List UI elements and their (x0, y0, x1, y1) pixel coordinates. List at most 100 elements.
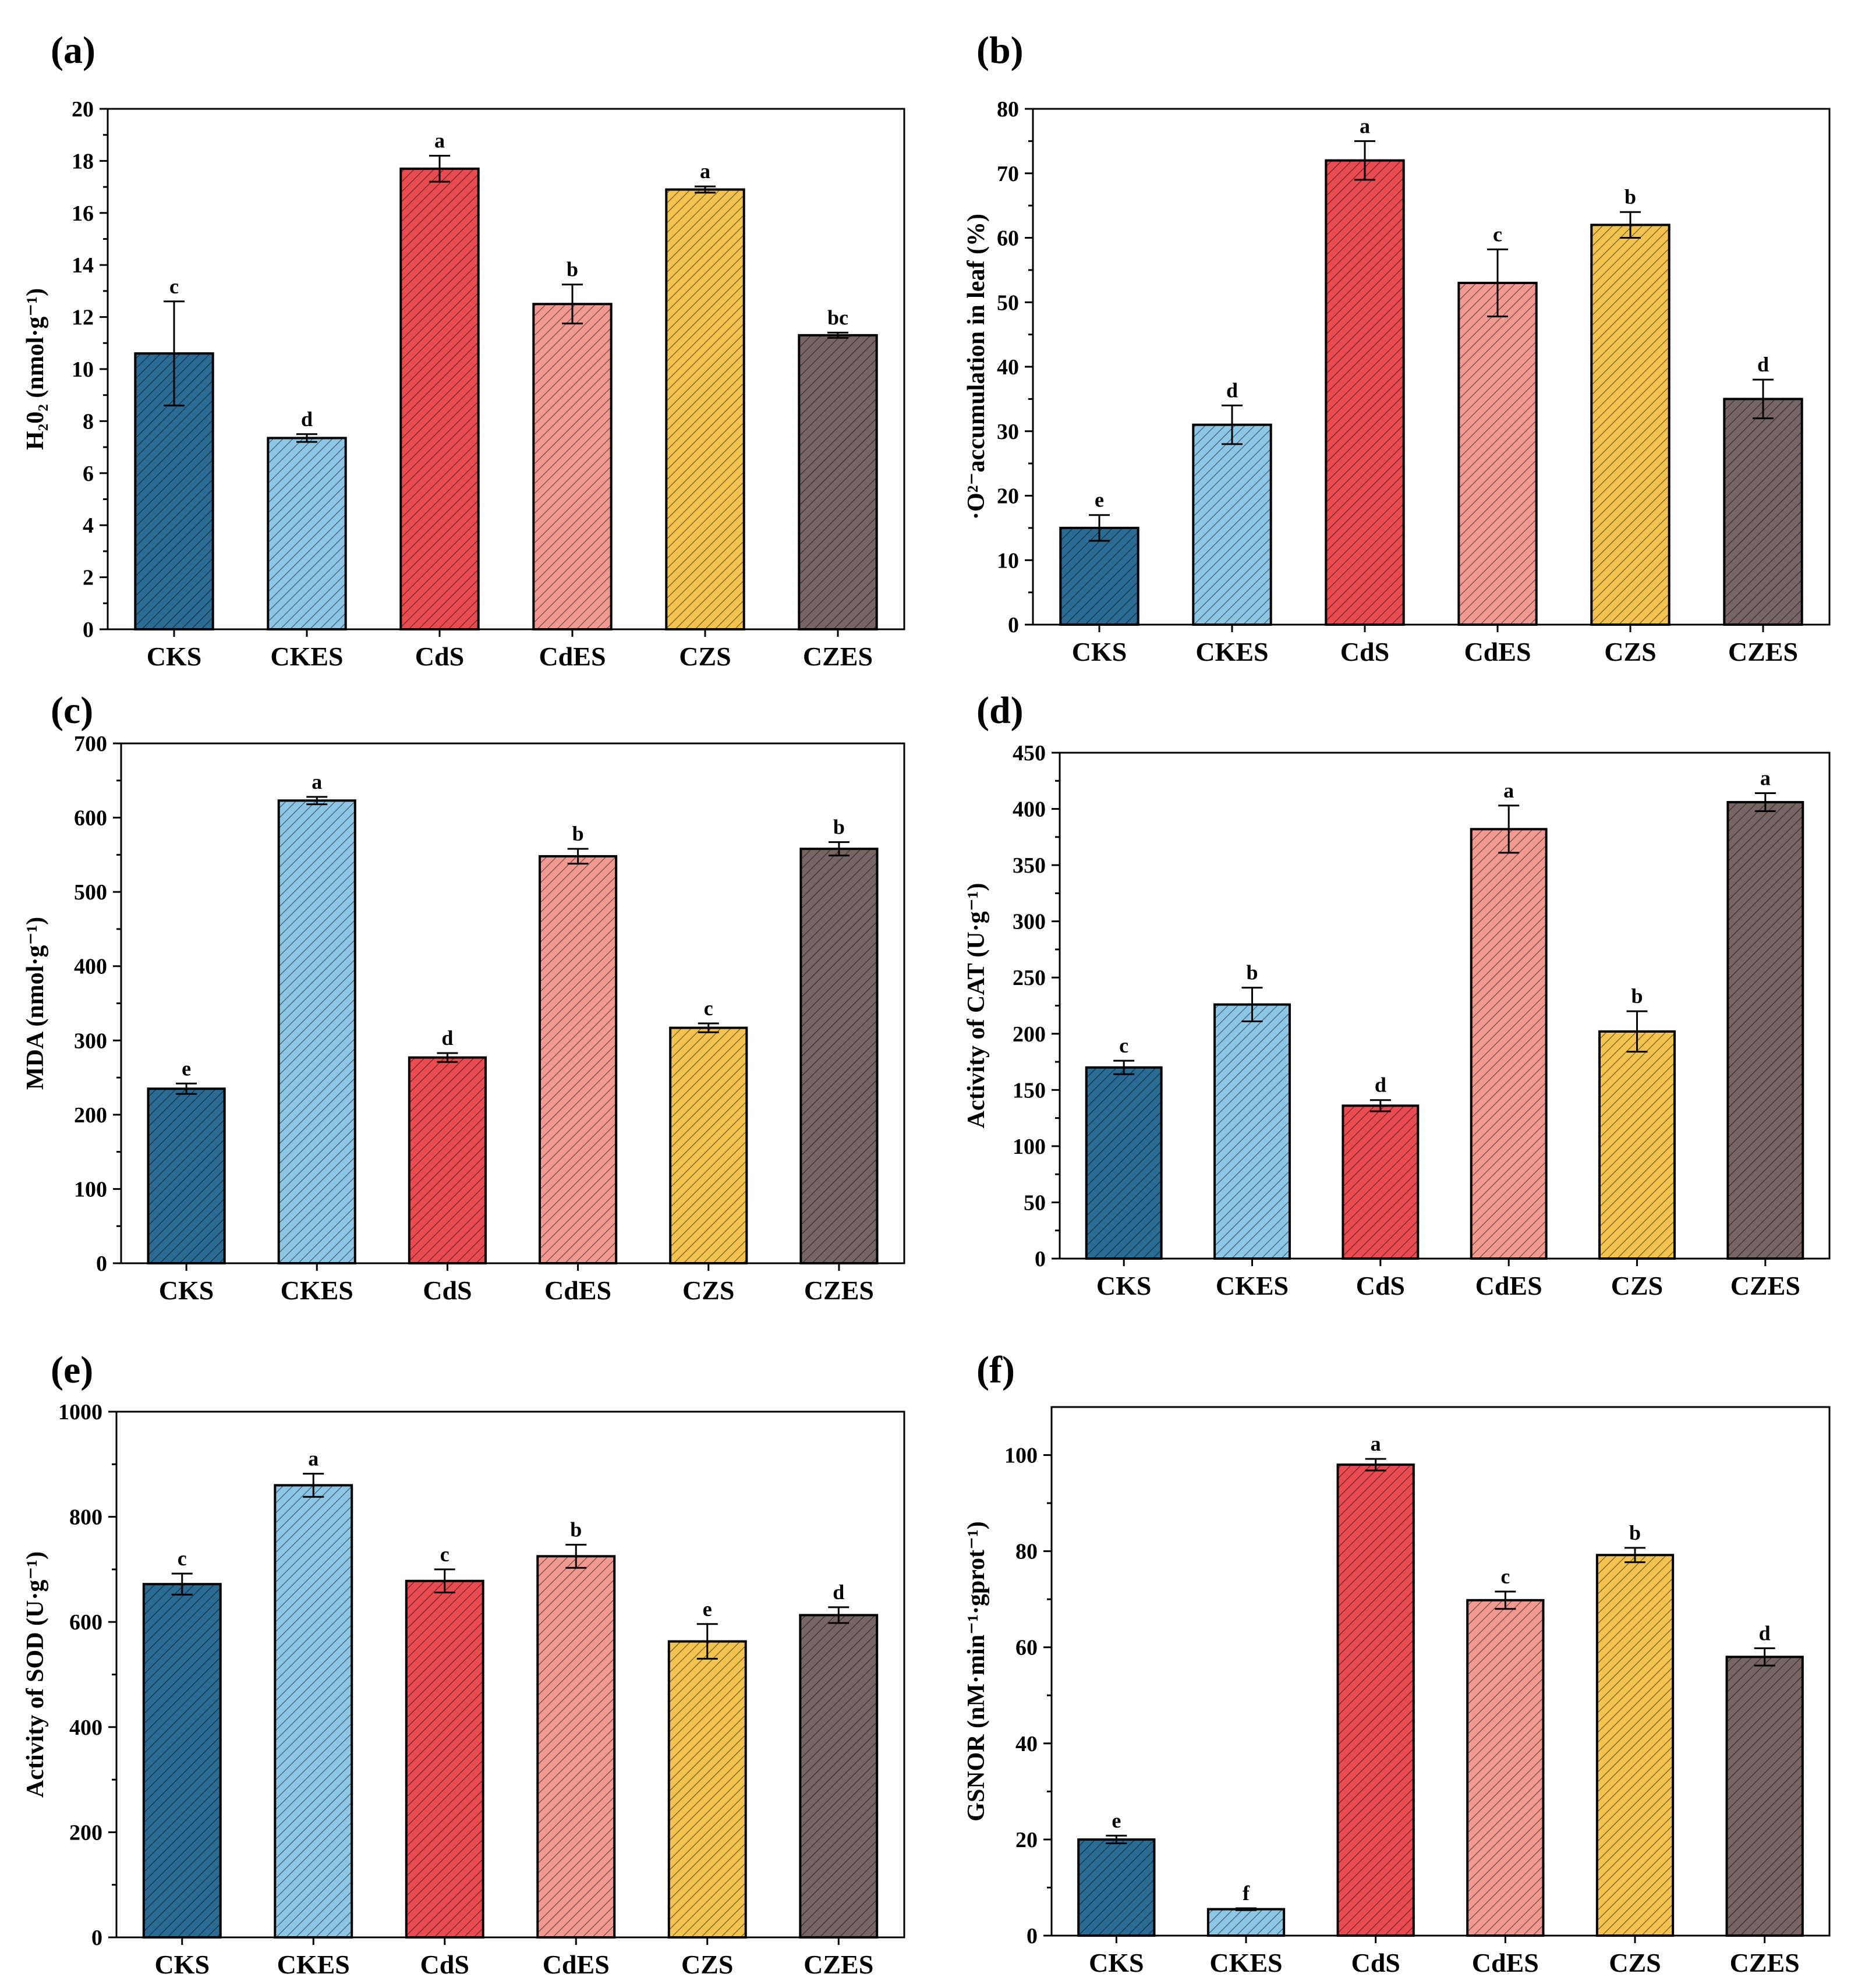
panel-e-category-label: CZES (804, 1950, 873, 1979)
panel-e-error-bar-cks (171, 1572, 193, 1596)
panel-f-y-axis-label: GSNOR (nM·min⁻¹·gprot⁻¹) (963, 1521, 990, 1822)
panel-f-y-tick-label: 80 (1015, 1540, 1038, 1564)
panel-f-error-bar-cds (1365, 1458, 1386, 1472)
panel-b-significance-letter: d (1226, 378, 1238, 402)
panel-d-category-label: CKS (1096, 1271, 1152, 1300)
panel-c-y-tick-label: 500 (74, 880, 107, 905)
panel-e-bar-hatch-ckes (275, 1485, 352, 1937)
panel-f-error-bar-czs (1625, 1547, 1645, 1564)
panel-e-y-tick-label: 400 (69, 1716, 102, 1740)
panel-a-significance-letter: d (301, 407, 313, 431)
panel-d-category-label: CZS (1611, 1271, 1663, 1300)
panel-e-significance-letter: e (703, 1597, 712, 1621)
panel-b-bar-hatch-cds (1326, 160, 1404, 625)
panel-b-label: (b) (976, 29, 1024, 72)
panel-a-y-tick-label: 2 (83, 566, 94, 590)
panel-a-y-axis-label: H₂0₂ (nmol·g⁻¹) (22, 288, 49, 450)
panel-c-error-bar-czs (698, 1022, 719, 1033)
panel-c-bar-hatch-ckes (278, 800, 355, 1263)
panel-c-y-axis-label: MDA (nmol·g⁻¹) (22, 917, 49, 1090)
panel-f-error-bar-czes (1754, 1647, 1775, 1667)
panel-f-y-tick-label: 20 (1015, 1828, 1038, 1852)
panel-f-significance-letter: c (1500, 1565, 1510, 1588)
panel-f-error-bar-cks (1106, 1834, 1127, 1845)
panel-c-error-bar-ckes (306, 796, 328, 806)
panel-f-significance-letter: a (1371, 1432, 1381, 1455)
panel-a-y-tick-label: 20 (72, 97, 94, 122)
panel-d-error-bar-ckes (1241, 987, 1263, 1023)
panel-e-significance-letter: c (178, 1547, 187, 1570)
panel-a-error-bar-czes (827, 331, 848, 339)
panel-c-significance-letter: e (182, 1057, 191, 1080)
panel-a-significance-letter: bc (827, 306, 848, 329)
panel-a-y-tick-label: 12 (72, 306, 94, 330)
panel-d-significance-letter: b (1246, 961, 1258, 984)
panel-b-y-tick-label: 40 (997, 355, 1019, 380)
panel-d-error-bar-czs (1626, 1010, 1648, 1053)
panel-f-significance-letter: d (1759, 1621, 1771, 1645)
panel-a-category-label: CZES (803, 642, 873, 671)
panel-a-y-tick-label: 4 (83, 513, 94, 538)
panel-b-error-bar-cds (1354, 140, 1375, 181)
panel-b-category-label: CKS (1072, 637, 1127, 667)
panel-c-significance-letter: b (572, 822, 584, 845)
panel-c-label: (c) (51, 689, 93, 732)
panel-c-bar-hatch-cdes (540, 856, 617, 1263)
panel-d-y-tick-label: 50 (1024, 1190, 1046, 1215)
panel-a-significance-letter: a (434, 129, 445, 152)
panel-b-error-bar-czes (1753, 378, 1774, 420)
panel-d-y-tick-label: 350 (1013, 853, 1046, 878)
panel-d-bar-hatch-czes (1728, 802, 1803, 1259)
panel-e-error-bar-czs (696, 1623, 718, 1660)
panel-e-significance-letter: b (570, 1518, 582, 1541)
panel-e-y-tick-label: 800 (69, 1505, 102, 1530)
panel-d-significance-letter: d (1375, 1073, 1386, 1097)
panel-d-category-label: CdES (1475, 1271, 1542, 1300)
panel-e-bar-hatch-cds (406, 1581, 483, 1937)
panel-a-plot-frame (107, 108, 905, 630)
panel-a-bar-hatch-czs (666, 189, 744, 629)
panel-d-bar-hatch-czs (1599, 1031, 1675, 1259)
panel-c-bar-hatch-cds (409, 1057, 486, 1263)
panel-b-significance-letter: b (1625, 185, 1636, 208)
panel-d-y-tick-label: 400 (1013, 798, 1046, 822)
panel-e-error-bar-czes (828, 1606, 850, 1624)
panel-e-label: (e) (51, 1349, 93, 1391)
panel-a-significance-letter: b (567, 258, 578, 281)
panel-b-significance-letter: c (1493, 222, 1502, 246)
panel-a-error-bar-cks (164, 300, 185, 407)
panel-f-bar-hatch-cks (1078, 1839, 1155, 1936)
panel-b-error-bar-czs (1620, 211, 1641, 239)
panel-c-y-tick-label: 100 (74, 1177, 107, 1202)
panel-f-category-label: CdES (1472, 1948, 1539, 1978)
panel-a-category-label: CdS (415, 642, 464, 671)
panel-c-bar-hatch-cks (148, 1089, 225, 1263)
panel-d-y-tick-label: 200 (1013, 1022, 1046, 1047)
panel-c-y-tick-label: 600 (74, 806, 107, 831)
panel-d-y-axis-label: Activity of CAT (U·g⁻¹) (963, 883, 990, 1129)
panel-d-category-label: CZES (1730, 1271, 1800, 1300)
panel-f-category-label: CKS (1089, 1948, 1144, 1978)
panel-a-error-bar-czs (695, 185, 716, 194)
panel-f-bar-hatch-czes (1726, 1657, 1803, 1936)
panel-c-y-tick-label: 400 (74, 955, 107, 979)
panel-e-significance-letter: c (440, 1543, 450, 1566)
panel-c-bar-hatch-czes (801, 849, 877, 1263)
panel-b-y-tick-label: 80 (997, 97, 1019, 122)
panel-f-y-tick-label: 0 (1027, 1924, 1038, 1948)
panel-f-y-tick-label: 60 (1015, 1636, 1038, 1660)
panel-b-bar-hatch-cdes (1459, 283, 1537, 625)
panel-b-y-tick-label: 0 (1008, 613, 1019, 637)
panel-a-error-bar-ckes (296, 433, 317, 443)
panel-f-bar-hatch-cds (1337, 1465, 1414, 1936)
panel-d-bar-hatch-cdes (1471, 829, 1546, 1259)
panel-d-plot-frame (1059, 752, 1831, 1260)
panel-f-bar-hatch-czs (1597, 1555, 1673, 1936)
panel-d-significance-letter: a (1503, 779, 1514, 802)
panel-b-category-label: CZS (1604, 637, 1656, 667)
panel-f-bar-hatch-ckes (1208, 1909, 1284, 1936)
panel-a-y-tick-label: 8 (83, 409, 94, 434)
panel-b-significance-letter: a (1360, 114, 1370, 137)
panel-d-y-tick-label: 0 (1035, 1247, 1046, 1271)
panel-f-category-label: CdS (1351, 1948, 1400, 1978)
